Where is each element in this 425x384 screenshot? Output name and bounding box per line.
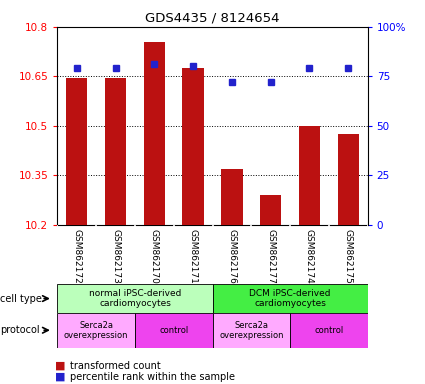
Bar: [260, 195, 281, 225]
Text: DCM iPSC-derived
cardiomyocytes: DCM iPSC-derived cardiomyocytes: [249, 289, 331, 308]
Text: GSM862177: GSM862177: [266, 229, 275, 284]
Bar: [135, 313, 212, 348]
Text: GSM862176: GSM862176: [227, 229, 236, 284]
Text: cell type: cell type: [0, 293, 42, 304]
Text: GSM862172: GSM862172: [72, 229, 81, 284]
Bar: [299, 126, 320, 225]
Text: control: control: [314, 326, 343, 335]
Text: GSM862170: GSM862170: [150, 229, 159, 284]
Text: GSM862175: GSM862175: [344, 229, 353, 284]
Text: protocol: protocol: [0, 325, 40, 335]
Text: Serca2a
overexpression: Serca2a overexpression: [64, 321, 128, 340]
Text: GSM862171: GSM862171: [189, 229, 198, 284]
Text: transformed count: transformed count: [70, 361, 161, 371]
Text: GSM862174: GSM862174: [305, 229, 314, 284]
Text: GSM862173: GSM862173: [111, 229, 120, 284]
Bar: [105, 78, 126, 225]
Bar: [144, 42, 165, 225]
Text: normal iPSC-derived
cardiomyocytes: normal iPSC-derived cardiomyocytes: [89, 289, 181, 308]
Bar: [290, 313, 368, 348]
Text: percentile rank within the sample: percentile rank within the sample: [70, 372, 235, 382]
Text: ■: ■: [55, 372, 66, 382]
Text: Serca2a
overexpression: Serca2a overexpression: [219, 321, 283, 340]
Text: control: control: [159, 326, 188, 335]
Bar: [337, 134, 359, 225]
Bar: [182, 68, 204, 225]
Bar: [212, 284, 368, 313]
Text: ■: ■: [55, 361, 66, 371]
Bar: [57, 284, 212, 313]
Bar: [66, 78, 88, 225]
Bar: [57, 313, 135, 348]
Bar: [212, 313, 290, 348]
Bar: [221, 169, 243, 225]
Text: GDS4435 / 8124654: GDS4435 / 8124654: [145, 12, 280, 25]
